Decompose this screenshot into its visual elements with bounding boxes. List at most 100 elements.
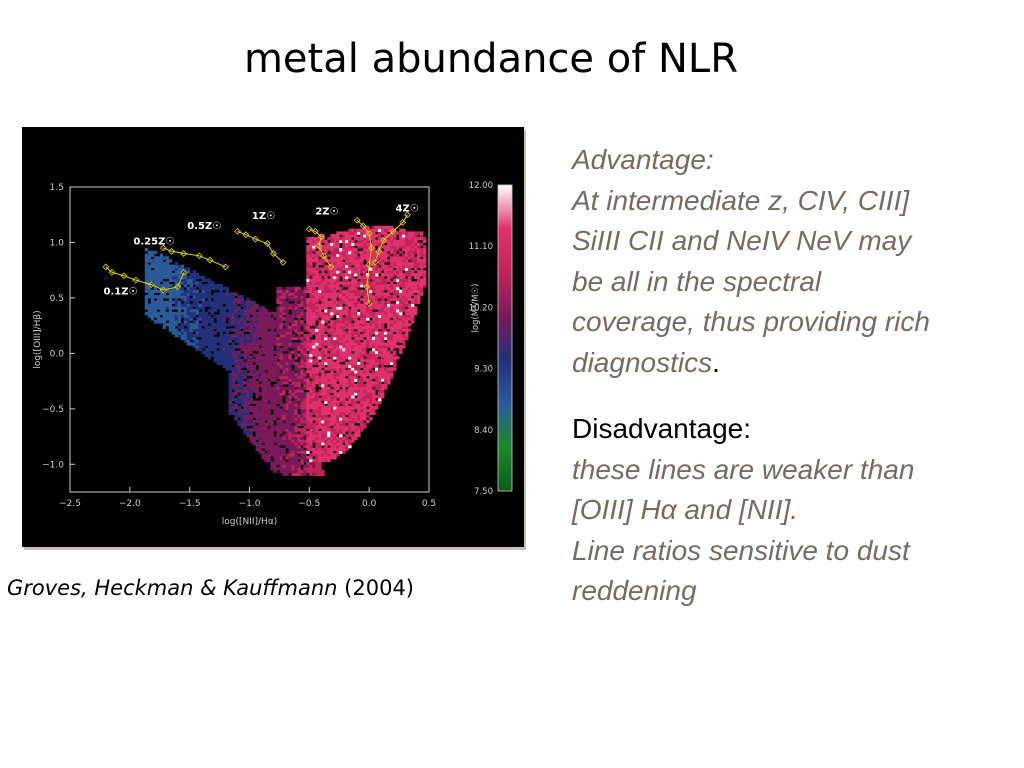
density-cell — [303, 469, 307, 474]
disadvantage-line: [OIII] Hα and [NII]. — [572, 494, 799, 525]
density-cell — [315, 403, 319, 407]
density-cell — [351, 253, 355, 257]
density-cell — [387, 289, 391, 293]
density-cell — [342, 342, 346, 346]
density-cell — [177, 292, 182, 296]
density-cell — [321, 306, 325, 310]
density-cell — [276, 408, 280, 413]
density-cell — [336, 453, 340, 457]
density-cell — [231, 397, 235, 402]
density-cell — [300, 439, 304, 443]
density-cell — [246, 386, 250, 390]
density-cell — [204, 286, 208, 291]
density-cell — [348, 417, 352, 421]
density-cell — [291, 464, 295, 468]
model-track-point — [404, 211, 411, 219]
density-cell — [351, 281, 355, 285]
density-cell — [351, 289, 355, 293]
density-cell — [354, 397, 358, 402]
density-cell — [336, 314, 340, 318]
density-cell — [402, 245, 406, 249]
density-cell — [258, 400, 262, 404]
density-cell — [318, 345, 322, 349]
density-cell — [252, 336, 256, 341]
density-cell — [321, 342, 325, 346]
density-cell — [171, 317, 176, 321]
density-cell — [147, 275, 152, 280]
density-cell — [411, 297, 415, 302]
density-cell — [345, 297, 349, 302]
density-cell — [336, 339, 340, 343]
density-cell — [354, 334, 358, 338]
density-cell — [402, 253, 406, 257]
density-cell — [351, 367, 355, 371]
density-cell — [306, 378, 310, 382]
density-cell — [306, 444, 310, 449]
density-cell — [345, 444, 349, 449]
density-cell — [195, 281, 199, 285]
density-cell — [273, 439, 277, 443]
density-cell — [321, 300, 325, 305]
density-cell — [279, 461, 283, 465]
density-cell — [351, 406, 355, 410]
density-cell — [306, 314, 310, 318]
density-cell — [249, 392, 253, 396]
density-cell — [312, 248, 316, 252]
density-cell — [363, 275, 367, 280]
density-cell — [210, 345, 214, 349]
density-cell — [207, 300, 211, 305]
density-cell — [303, 428, 307, 432]
density-cell — [279, 442, 283, 446]
density-cell — [315, 367, 319, 371]
density-cell — [312, 433, 316, 438]
density-cell — [420, 286, 424, 291]
density-cell — [156, 303, 161, 307]
density-cell — [165, 281, 170, 285]
density-cell — [312, 275, 316, 280]
density-cell — [294, 292, 298, 296]
density-cell — [333, 325, 337, 329]
density-cell — [165, 256, 170, 260]
density-cell — [345, 433, 349, 438]
density-cell — [318, 281, 322, 285]
density-cell — [306, 317, 310, 321]
density-cell — [402, 275, 406, 280]
density-cell — [393, 358, 397, 363]
density-cell — [312, 358, 316, 363]
density-cell — [381, 342, 385, 346]
density-cell — [264, 331, 268, 335]
density-cell — [333, 306, 337, 310]
density-cell — [315, 256, 319, 260]
density-cell — [192, 278, 197, 282]
density-cell — [279, 309, 283, 313]
density-cell — [414, 281, 418, 285]
density-cell — [351, 248, 355, 252]
density-cell — [270, 397, 274, 402]
density-cell — [354, 370, 358, 374]
density-cell — [339, 320, 343, 324]
density-cell — [315, 436, 319, 440]
density-cell — [318, 447, 322, 451]
density-cell — [186, 320, 191, 324]
density-cell — [396, 334, 400, 338]
density-cell — [378, 334, 382, 338]
density-cell — [312, 322, 316, 327]
density-cell — [372, 311, 376, 316]
density-cell — [357, 261, 361, 266]
density-cell — [279, 336, 283, 341]
density-cell — [354, 392, 358, 396]
density-cell — [378, 353, 382, 357]
density-cell — [297, 422, 301, 427]
density-cell — [228, 345, 232, 349]
density-cell — [318, 259, 322, 263]
density-cell — [348, 361, 352, 366]
density-cell — [183, 339, 188, 343]
model-track-point — [375, 247, 383, 255]
density-cell — [264, 406, 268, 410]
density-cell — [204, 325, 208, 329]
density-cell — [345, 270, 349, 274]
density-cell — [237, 331, 241, 335]
density-cell — [390, 320, 394, 324]
density-cell — [333, 311, 337, 316]
density-cell — [333, 273, 337, 277]
